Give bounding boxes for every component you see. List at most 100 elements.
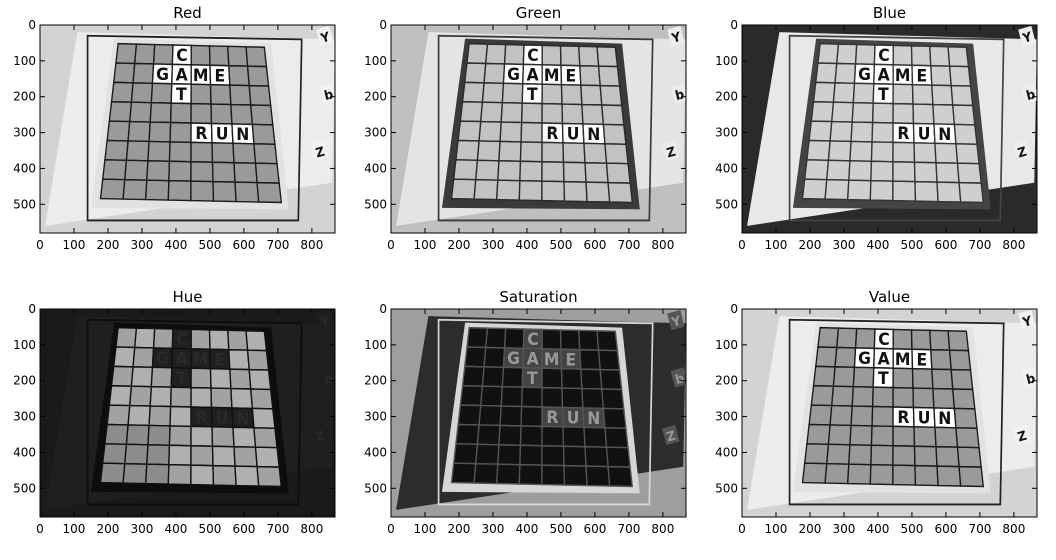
x-tick-label: 100 xyxy=(414,522,437,536)
board-cell xyxy=(520,121,543,144)
board-cell xyxy=(503,43,525,66)
x-tick-label: 100 xyxy=(63,238,86,252)
board-cell xyxy=(854,43,876,66)
board-cell xyxy=(848,444,873,466)
board-letter-tile: G xyxy=(507,65,520,85)
board-cell xyxy=(483,346,506,369)
y-tick-label: 200 xyxy=(364,90,387,104)
board-cell xyxy=(578,45,600,67)
board-cell xyxy=(463,346,487,368)
board-cell xyxy=(910,45,932,67)
board-cell xyxy=(130,82,154,104)
board-cell xyxy=(947,46,970,68)
outer-border xyxy=(437,318,654,506)
board-cell xyxy=(955,143,980,165)
board-cell xyxy=(124,443,149,465)
side-card xyxy=(670,83,686,104)
board-cell xyxy=(253,427,278,449)
board-cell xyxy=(251,407,276,430)
x-tick-label: 400 xyxy=(866,238,889,252)
board-letter-tile: C xyxy=(878,46,889,66)
board-letter-tile: M xyxy=(544,65,560,85)
x-tick-label: 200 xyxy=(97,522,120,536)
board-cell xyxy=(229,368,252,390)
board-cell xyxy=(824,178,850,201)
board-cell xyxy=(520,386,543,408)
board-cell xyxy=(848,160,873,182)
board-cell xyxy=(478,120,502,143)
board-cell xyxy=(475,159,500,181)
board-letter-tile: A xyxy=(527,65,540,85)
board-cell xyxy=(832,82,856,104)
board-cell xyxy=(955,427,980,449)
board-cell xyxy=(563,180,588,203)
board-cell xyxy=(473,462,499,485)
board-cell xyxy=(211,426,235,448)
board-letter-tile: G xyxy=(507,349,520,369)
board-letter-tile: C xyxy=(176,46,187,66)
board-cell xyxy=(245,46,268,68)
y-tick-label: 400 xyxy=(364,445,387,459)
board-cell xyxy=(480,101,504,123)
board-letter-tile: E xyxy=(214,66,225,86)
board-cell xyxy=(910,329,932,351)
board-letter-tile: C xyxy=(878,330,889,350)
side-card xyxy=(311,424,329,446)
x-tick-label: 0 xyxy=(36,238,44,252)
board-cell xyxy=(601,388,625,410)
x-tick-label: 500 xyxy=(549,238,572,252)
board-cell xyxy=(929,45,951,67)
board-cell xyxy=(912,103,935,125)
board-cell xyxy=(892,161,916,183)
board-cell xyxy=(250,104,274,126)
board-cell xyxy=(190,464,215,486)
board-cell xyxy=(852,366,875,388)
board-cell xyxy=(466,326,489,349)
side-card xyxy=(667,309,685,331)
x-tick-label: 600 xyxy=(583,238,606,252)
board-cell xyxy=(541,445,565,467)
side-card xyxy=(670,367,686,388)
board-letter-tile: A xyxy=(176,65,189,85)
board-cell xyxy=(169,102,192,124)
board-letter-tile: A xyxy=(878,349,891,369)
board-cell xyxy=(913,161,938,183)
board-cell xyxy=(190,102,213,125)
board-cell xyxy=(950,84,974,107)
board-cell xyxy=(229,84,252,106)
board-cell xyxy=(248,84,272,107)
y-tick-label: 100 xyxy=(13,338,36,352)
outer-border xyxy=(788,34,1005,222)
board-cell xyxy=(518,179,543,202)
board-cell xyxy=(892,328,913,351)
x-tick-label: 800 xyxy=(651,238,674,252)
side-letter: Z xyxy=(665,427,677,444)
board-cell xyxy=(498,424,522,447)
board-cell xyxy=(152,43,174,66)
board-cell xyxy=(854,327,876,350)
side-letter: b xyxy=(322,370,334,387)
board-cell xyxy=(602,123,627,146)
y-tick-label: 500 xyxy=(364,481,387,495)
x-tick-label: 400 xyxy=(515,522,538,536)
board-cell xyxy=(892,367,914,389)
board-cell xyxy=(497,160,522,182)
board-cell xyxy=(827,140,852,162)
axes-frame xyxy=(39,24,336,234)
board-cell xyxy=(560,367,583,390)
x-tick-label: 0 xyxy=(387,238,395,252)
board-cell xyxy=(870,160,894,182)
board-cell xyxy=(607,181,634,204)
board-cell xyxy=(480,385,504,407)
board-cell xyxy=(130,366,154,388)
y-tick-label: 300 xyxy=(715,410,738,424)
board-cell xyxy=(846,463,872,485)
board-cell xyxy=(233,162,258,184)
x-tick-label: 500 xyxy=(198,522,221,536)
board-cell xyxy=(801,178,828,200)
